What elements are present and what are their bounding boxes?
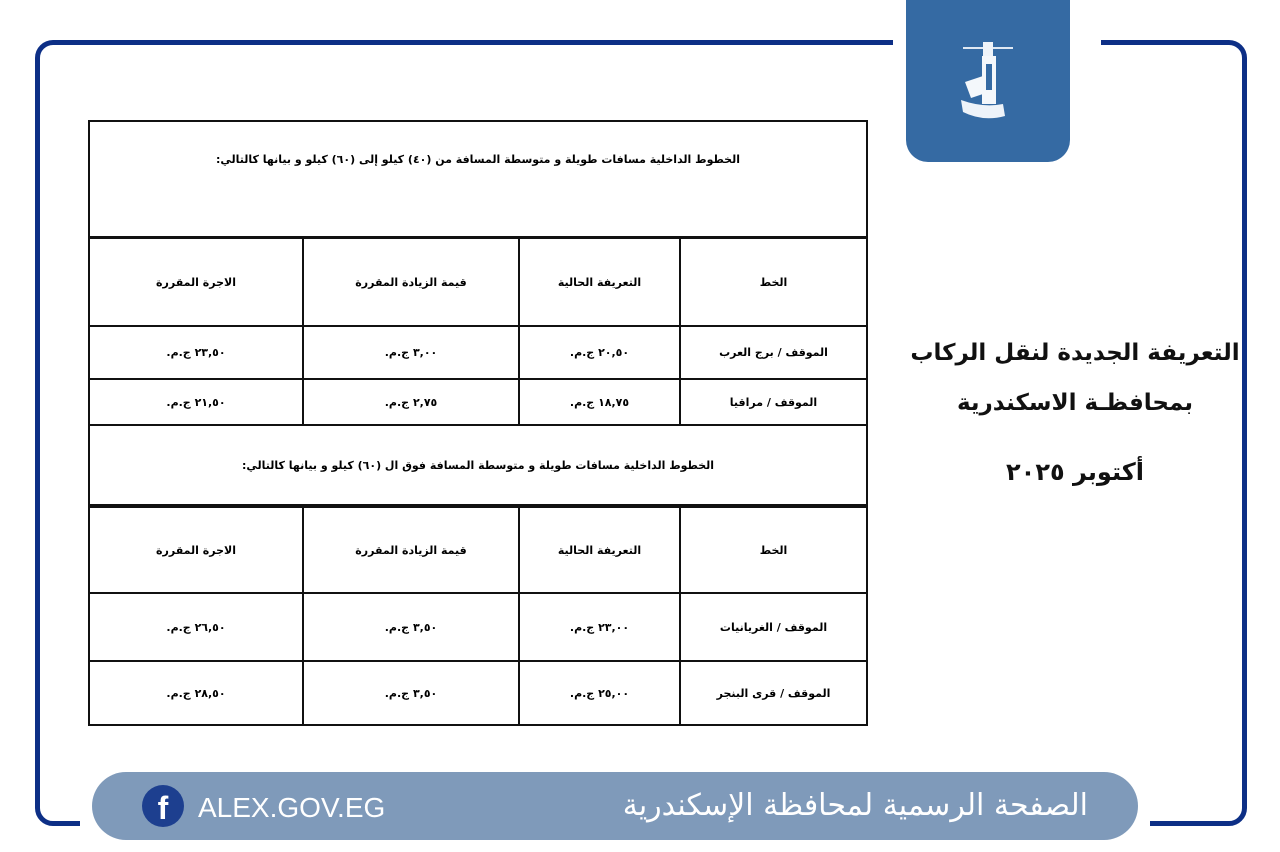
footer-bar [92, 772, 1138, 840]
table-header-row: الخط التعريفة الحالية قيمة الزيادة المقر… [90, 239, 866, 327]
header-current-fare: التعريفة الحالية [518, 239, 679, 325]
cell-increase: ٣,٠٠ ج.م. [302, 327, 518, 378]
cell-line: الموقف / قرى البنجر [679, 662, 866, 724]
facebook-icon[interactable]: f [142, 785, 184, 827]
lighthouse-logo-icon [961, 42, 1013, 119]
header-current-fare: التعريفة الحالية [518, 508, 679, 592]
cell-current-fare: ١٨,٧٥ ج.م. [518, 380, 679, 424]
fare-document: الخطوط الداخلية مسافات طويلة و متوسطة ال… [88, 120, 868, 726]
section-title: الخطوط الداخلية مسافات طويلة و متوسطة ال… [90, 122, 866, 239]
cell-new-fare: ٢٦,٥٠ ج.م. [166, 620, 226, 634]
website-link[interactable]: ALEX.GOV.EG [198, 792, 386, 823]
cell-increase: ٣,٥٠ ج.م. [302, 662, 518, 724]
header-new-fare: الاجرة المقررة [156, 543, 236, 557]
cell-current-fare: ٢٥,٠٠ ج.م. [518, 662, 679, 724]
cell-new-fare: ٢٨,٥٠ ج.م. [166, 686, 226, 700]
cell-new-fare: ٢١,٥٠ ج.م. [166, 395, 226, 409]
section-title: الخطوط الداخلية مسافات طويلة و متوسطة ال… [90, 424, 866, 507]
header-increase: قيمة الزيادة المقررة [302, 508, 518, 592]
cell-new-fare: ٢٣,٥٠ ج.م. [166, 346, 226, 359]
cell-current-fare: ٢٠,٥٠ ج.م. [518, 327, 679, 378]
cell-current-fare: ٢٣,٠٠ ج.م. [518, 594, 679, 660]
table-row: الموقف / الغريانيات ٢٣,٠٠ ج.م. ٣,٥٠ ج.م.… [90, 594, 866, 662]
governorate-logo [906, 0, 1070, 162]
table-row: الموقف / قرى البنجر ٢٥,٠٠ ج.م. ٣,٥٠ ج.م.… [90, 662, 866, 724]
cell-line: الموقف / مراقيا [679, 380, 866, 424]
table-row: الموقف / برج العرب ٢٠,٥٠ ج.م. ٣,٠٠ ج.م. … [90, 327, 866, 380]
cell-increase: ٣,٥٠ ج.م. [302, 594, 518, 660]
date-label: أكتوبر ٢٠٢٥ [1006, 458, 1144, 486]
headline-line1: التعريفة الجديدة لنقل الركاب [910, 340, 1240, 366]
header-line: الخط [679, 508, 866, 592]
headline-line2: بمحافظـة الاسكندرية [956, 390, 1194, 416]
cell-line: الموقف / الغريانيات [679, 594, 866, 660]
cell-line: الموقف / برج العرب [679, 327, 866, 378]
table-row: الموقف / مراقيا ١٨,٧٥ ج.م. ٢,٧٥ ج.م. ٢١,… [90, 380, 866, 424]
official-page-label: الصفحة الرسمية لمحافظة الإسكندرية [622, 788, 1088, 823]
header-new-fare: الاجرة المقررة [156, 275, 236, 289]
header-line: الخط [679, 239, 866, 325]
header-increase: قيمة الزيادة المقررة [302, 239, 518, 325]
cell-increase: ٢,٧٥ ج.م. [302, 380, 518, 424]
table-header-row: الخط التعريفة الحالية قيمة الزيادة المقر… [90, 507, 866, 594]
